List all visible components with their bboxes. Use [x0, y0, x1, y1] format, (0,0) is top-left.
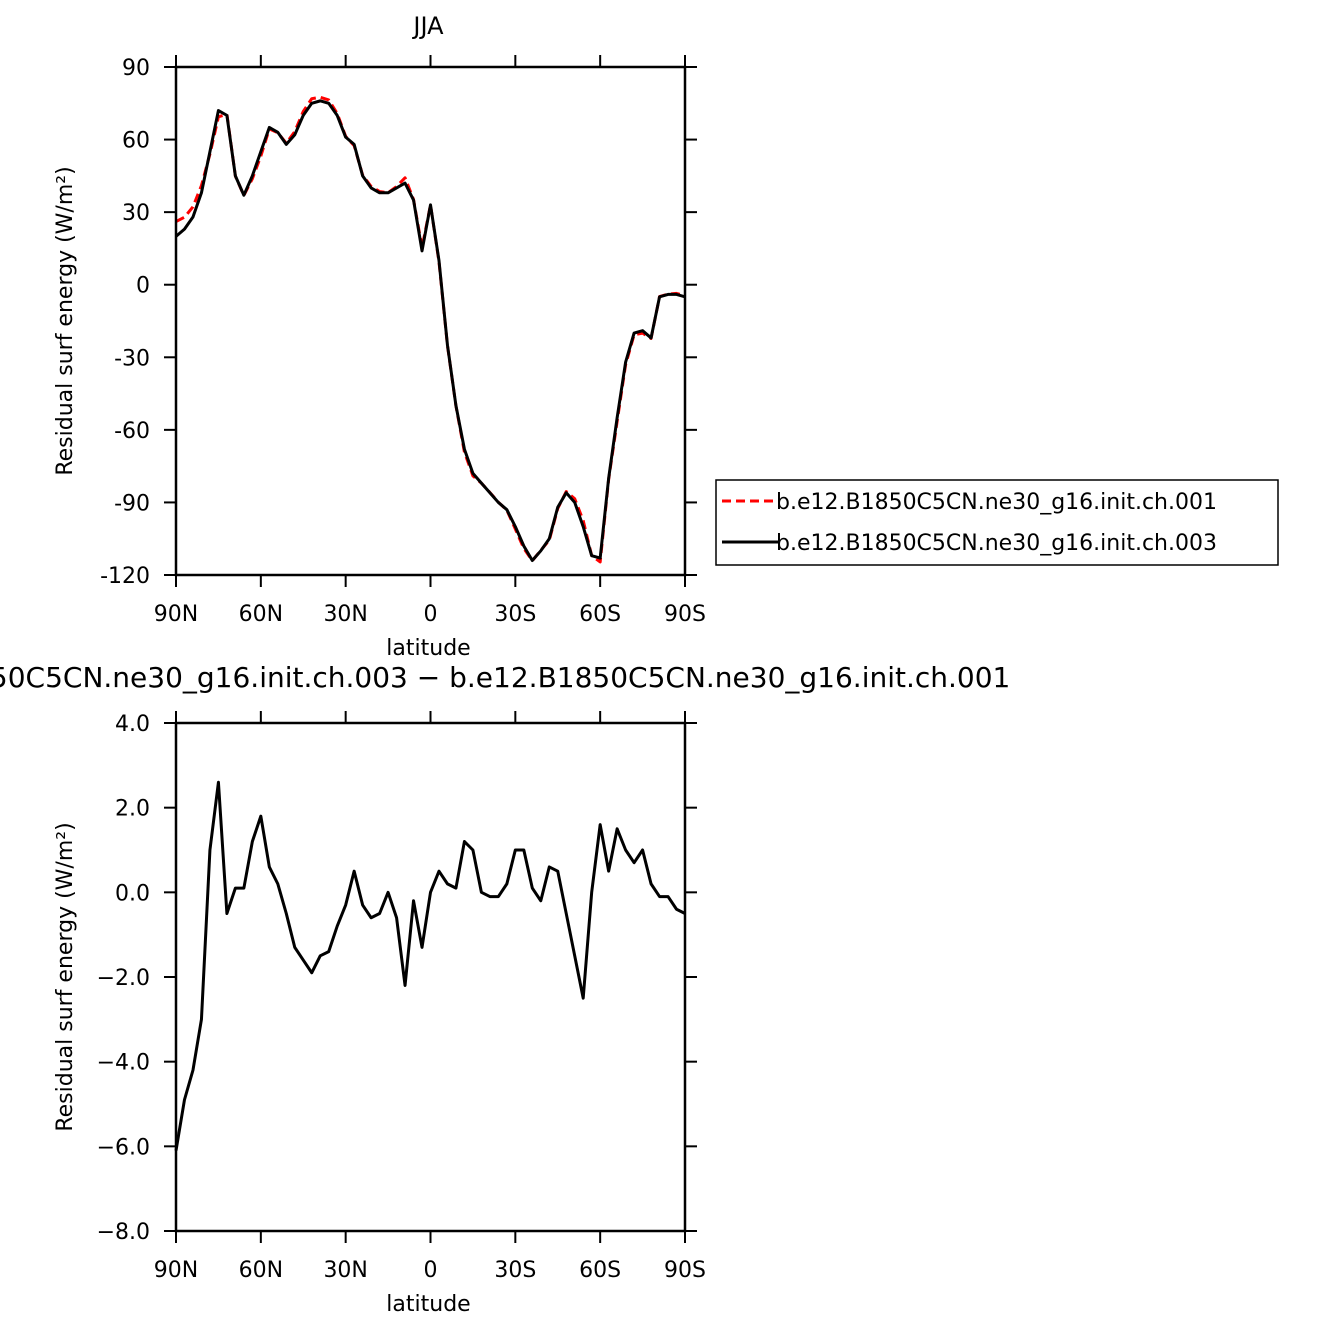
x-tick-label: 60N — [239, 602, 283, 627]
x-tick-label: 90S — [664, 602, 706, 627]
y-tick-label: 30 — [122, 201, 150, 226]
y-tick-label: −2.0 — [97, 966, 150, 991]
y-tick-label: 4.0 — [115, 712, 150, 737]
y-axis-label: Residual surf energy (W/m²) — [53, 166, 78, 475]
x-tick-label: 30N — [323, 1258, 367, 1283]
y-tick-label: 60 — [122, 129, 150, 154]
y-tick-label: −4.0 — [97, 1051, 150, 1076]
y-tick-label: 0.0 — [115, 881, 150, 906]
y-tick-label: −8.0 — [97, 1220, 150, 1245]
y-tick-label: −6.0 — [97, 1135, 150, 1160]
y-tick-label: -90 — [114, 491, 150, 516]
y-tick-label: -30 — [114, 346, 150, 371]
legend-box — [715, 479, 1279, 566]
y-tick-label: 2.0 — [115, 797, 150, 822]
data-line — [175, 99, 686, 562]
x-tick-label: 90N — [154, 602, 198, 627]
x-tick-label: 30N — [323, 602, 367, 627]
x-tick-label: 60S — [579, 1258, 621, 1283]
y-tick-label: 0 — [136, 274, 150, 299]
x-tick-label: 60N — [239, 1258, 283, 1283]
y-tick-label: -60 — [114, 419, 150, 444]
chart-title: b.e12.B1850C5CN.ne30_g16.init.ch.003 − b… — [0, 661, 1010, 694]
x-tick-label: 0 — [424, 1258, 438, 1283]
legend-label: b.e12.B1850C5CN.ne30_g16.init.ch.003 — [776, 531, 1217, 556]
x-axis-label: latitude — [386, 636, 470, 661]
x-tick-label: 90S — [664, 1258, 706, 1283]
y-tick-label: -120 — [100, 564, 150, 589]
chart-title: JJA — [411, 12, 444, 40]
y-tick-label: 90 — [122, 56, 150, 81]
plot-frame — [174, 721, 687, 1233]
y-axis-label: Residual surf energy (W/m²) — [53, 822, 78, 1131]
data-line — [174, 780, 686, 1151]
x-tick-label: 90N — [154, 1258, 198, 1283]
x-axis-label: latitude — [386, 1292, 470, 1317]
plot-frame — [174, 65, 687, 577]
x-tick-label: 60S — [579, 602, 621, 627]
x-tick-label: 30S — [494, 602, 536, 627]
legend-label: b.e12.B1850C5CN.ne30_g16.init.ch.001 — [776, 490, 1217, 515]
x-tick-label: 30S — [494, 1258, 536, 1283]
x-tick-label: 0 — [424, 602, 438, 627]
